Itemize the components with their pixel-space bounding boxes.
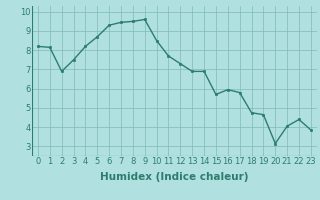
X-axis label: Humidex (Indice chaleur): Humidex (Indice chaleur) — [100, 172, 249, 182]
